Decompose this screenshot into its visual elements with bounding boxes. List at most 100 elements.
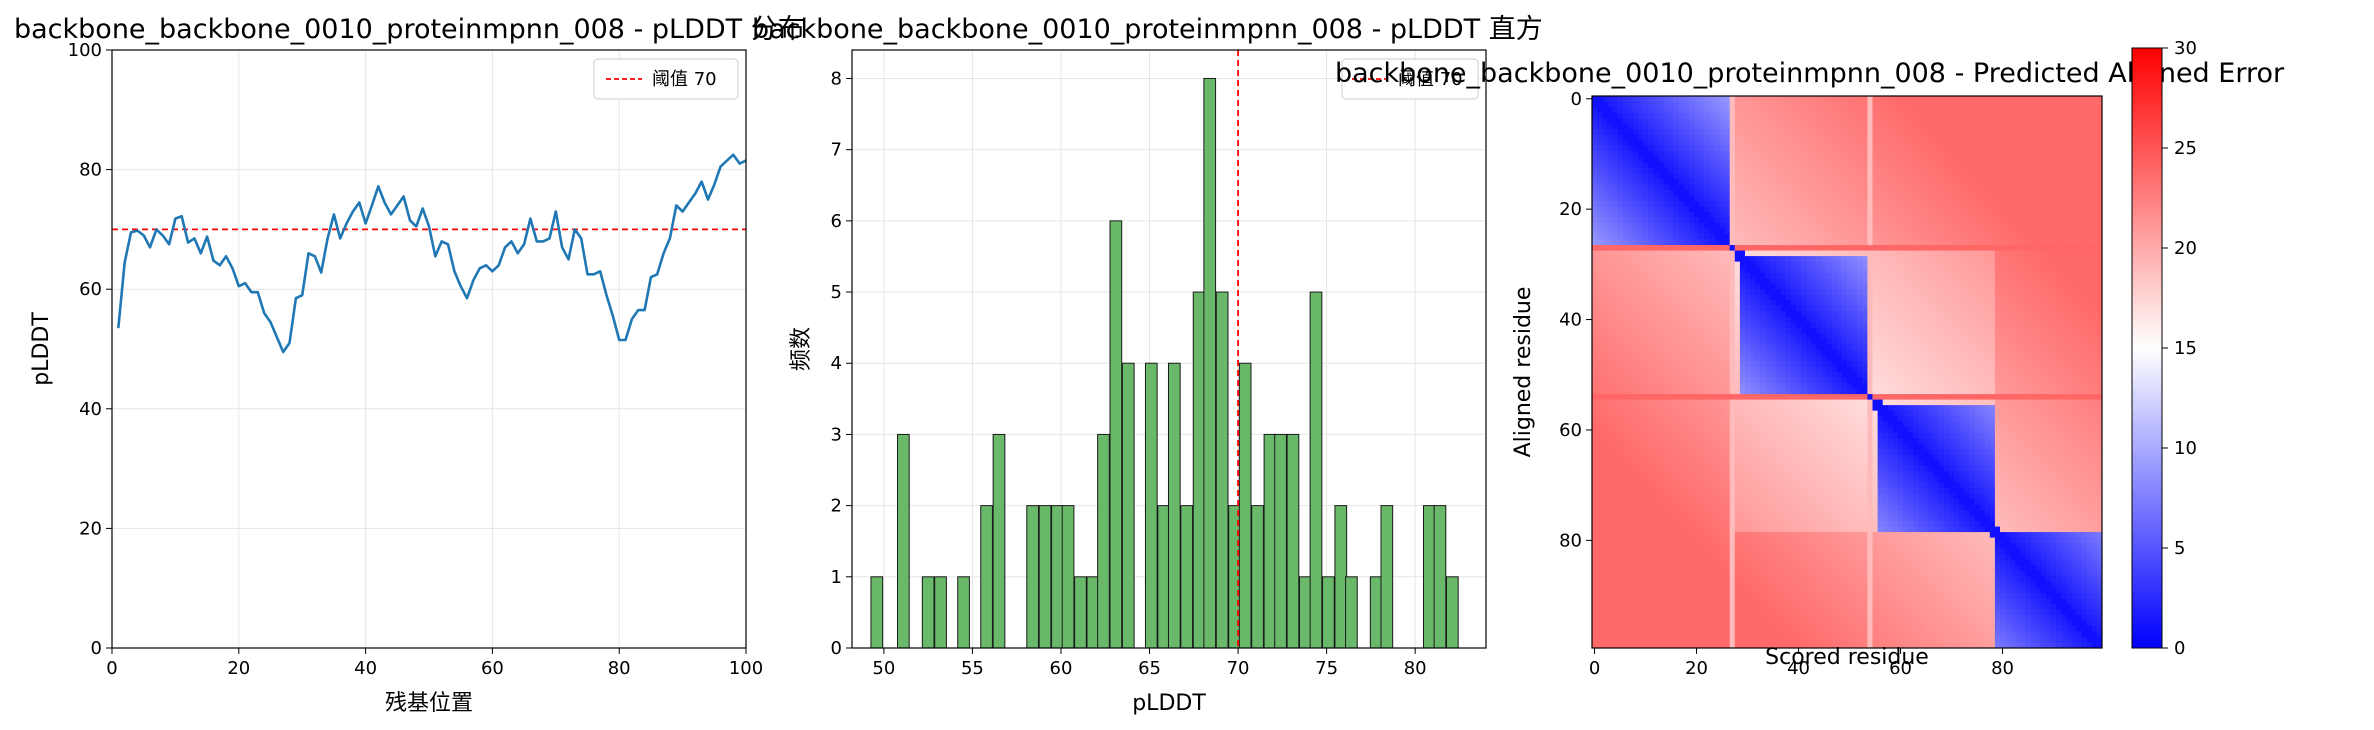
heatmap-cell bbox=[1984, 112, 1991, 119]
heatmap-cell bbox=[1750, 278, 1756, 285]
heatmap-cell bbox=[1847, 195, 1853, 202]
heatmap-cell bbox=[1882, 222, 1889, 229]
heatmap-cell bbox=[1913, 349, 1919, 356]
heatmap-cell bbox=[2081, 349, 2088, 356]
heatmap-cell bbox=[1994, 184, 2001, 191]
heatmap-cell bbox=[1765, 344, 1771, 351]
heatmap-cell bbox=[1913, 344, 1919, 351]
heatmap-cell bbox=[1617, 234, 1623, 240]
heatmap-cell bbox=[2030, 234, 2037, 240]
heatmap-cell bbox=[1770, 316, 1776, 323]
heatmap-cell bbox=[1750, 283, 1756, 290]
heatmap-cell bbox=[1847, 173, 1853, 180]
heatmap-cell bbox=[1658, 200, 1664, 207]
heatmap-cell bbox=[1694, 267, 1700, 274]
heatmap-cell bbox=[1898, 272, 1904, 279]
heatmap-cell bbox=[2066, 200, 2072, 207]
heatmap-cell bbox=[1816, 355, 1822, 362]
heatmap-cell bbox=[1704, 134, 1710, 141]
heatmap-cell bbox=[2030, 123, 2037, 130]
heatmap-cell bbox=[1984, 245, 1991, 251]
heatmap-cell bbox=[1719, 200, 1725, 207]
heatmap-cell bbox=[1734, 267, 1741, 274]
heatmap-cell bbox=[1765, 118, 1771, 124]
heatmap-cell bbox=[1852, 245, 1858, 251]
histogram-bar bbox=[1263, 433, 1277, 649]
heatmap-cell bbox=[1755, 167, 1761, 174]
heatmap-cell bbox=[1943, 283, 1950, 290]
heatmap-cell bbox=[1688, 322, 1695, 329]
heatmap-cell bbox=[1673, 305, 1680, 312]
heatmap-cell bbox=[2020, 184, 2026, 191]
heatmap-cell bbox=[2015, 283, 2021, 290]
heatmap-cell bbox=[1724, 267, 1731, 274]
heatmap-cell bbox=[1954, 338, 1960, 345]
heatmap-cell bbox=[1658, 178, 1664, 185]
heatmap-cell bbox=[1617, 349, 1623, 356]
heatmap-cell bbox=[1816, 162, 1822, 169]
heatmap-cell bbox=[2035, 300, 2042, 307]
heatmap-cell bbox=[2000, 305, 2006, 312]
heatmap-cell bbox=[1653, 239, 1659, 246]
heatmap-cell bbox=[1592, 355, 1598, 362]
heatmap-cell bbox=[1688, 327, 1695, 334]
heatmap-cell bbox=[1908, 261, 1914, 268]
heatmap-cell bbox=[1612, 178, 1618, 185]
heatmap-cell bbox=[1760, 256, 1766, 262]
histogram-bar bbox=[1299, 576, 1312, 649]
heatmap-cell bbox=[2025, 101, 2031, 108]
heatmap-cell bbox=[1658, 134, 1664, 141]
heatmap-cell bbox=[1668, 256, 1674, 262]
heatmap-cell bbox=[1989, 349, 1996, 356]
heatmap-cell bbox=[1632, 316, 1639, 323]
histogram-ytick-label: 4 bbox=[831, 353, 842, 374]
heatmap-cell bbox=[2005, 294, 2011, 301]
heatmap-cell bbox=[1750, 322, 1756, 329]
heatmap-cell bbox=[1688, 123, 1695, 130]
heatmap-cell bbox=[1908, 145, 1914, 152]
heatmap-cell bbox=[1658, 101, 1664, 108]
heatmap-cell bbox=[1989, 118, 1996, 124]
heatmap-cell bbox=[1637, 239, 1644, 246]
heatmap-cell bbox=[1872, 289, 1878, 296]
heatmap-cell bbox=[1806, 189, 1812, 196]
heatmap-cell bbox=[1790, 206, 1797, 213]
heatmap-cell bbox=[1841, 239, 1848, 246]
heatmap-cell bbox=[2056, 145, 2062, 152]
heatmap-cell bbox=[1612, 267, 1618, 274]
heatmap-cell bbox=[1709, 344, 1715, 351]
heatmap-cell bbox=[1847, 327, 1853, 334]
heatmap-cell bbox=[2096, 178, 2103, 185]
heatmap-cell bbox=[1750, 245, 1756, 251]
heatmap-cell bbox=[1602, 129, 1608, 136]
heatmap-cell bbox=[1959, 338, 1965, 345]
heatmap-cell bbox=[1668, 283, 1674, 290]
heatmap-cell bbox=[1699, 118, 1705, 124]
heatmap-cell bbox=[1847, 217, 1853, 224]
heatmap-cell bbox=[1949, 101, 1955, 108]
heatmap-cell bbox=[1592, 222, 1598, 229]
line-chart-ytick-label: 0 bbox=[91, 638, 102, 659]
heatmap-cell bbox=[1724, 211, 1731, 218]
heatmap-cell bbox=[1673, 360, 1680, 367]
heatmap-cell bbox=[1821, 283, 1827, 290]
heatmap-cell bbox=[1790, 123, 1797, 130]
heatmap-cell bbox=[1699, 200, 1705, 207]
heatmap-cell bbox=[1648, 134, 1654, 141]
heatmap-cell bbox=[1877, 134, 1884, 141]
heatmap-cell bbox=[1627, 294, 1634, 301]
heatmap-cell bbox=[1683, 123, 1690, 130]
heatmap-cell bbox=[2005, 112, 2011, 119]
heatmap-cell bbox=[1597, 178, 1603, 185]
heatmap-cell bbox=[1882, 327, 1889, 334]
heatmap-cell bbox=[1959, 228, 1965, 235]
heatmap-cell bbox=[1704, 311, 1710, 318]
heatmap-cell bbox=[1826, 184, 1833, 191]
heatmap-cell bbox=[1923, 184, 1929, 191]
heatmap-cell bbox=[2010, 338, 2016, 345]
heatmap-cell bbox=[1714, 344, 1720, 351]
heatmap-cell bbox=[1984, 145, 1991, 152]
heatmap-cell bbox=[1755, 311, 1761, 318]
heatmap-cell bbox=[1974, 327, 1980, 334]
heatmap-cell bbox=[1836, 222, 1843, 229]
